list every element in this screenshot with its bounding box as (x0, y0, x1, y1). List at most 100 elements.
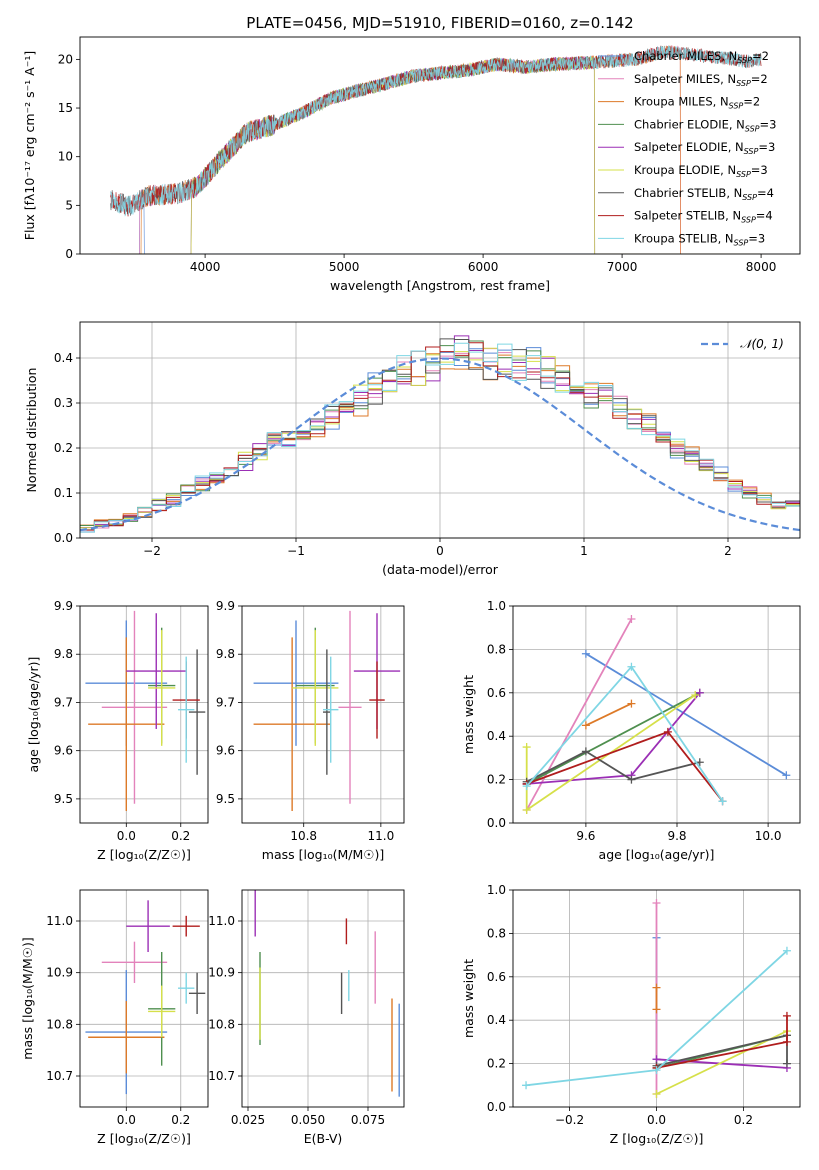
y-axis-label: Normed distribution (24, 368, 39, 493)
spectrum-legend: Chabrier MILES, NSSP=2 Salpeter MILES, NS… (598, 49, 776, 247)
weight-point-marker (522, 805, 531, 814)
weight-point-marker (782, 771, 791, 780)
y-tick-label: 10.7 (46, 1069, 73, 1083)
weight-series-line (656, 1030, 788, 1095)
y-tick-label: 0.3 (54, 396, 73, 410)
x-tick-label: 1 (580, 544, 588, 558)
y-tick-label: 9.6 (54, 744, 73, 758)
x-tick-label: 9.8 (667, 829, 686, 843)
legend-label: Salpeter MILES, NSSP=2 (634, 72, 768, 88)
y-tick-label: 0.2 (487, 773, 506, 787)
x-tick-label: 2 (724, 544, 732, 558)
x-tick-label: 0.0 (117, 1113, 136, 1127)
spectrum-series-line (110, 55, 762, 254)
y-tick-label: 5 (65, 198, 73, 212)
weight-point-marker (691, 690, 700, 699)
weight-lines (522, 899, 791, 1098)
mass-vs-ebv-frame (241, 889, 405, 1108)
weight-point-marker (522, 743, 531, 752)
errorbars (85, 900, 206, 1095)
y-tick-label: 9.7 (216, 695, 235, 709)
spectrum-lines (110, 44, 762, 254)
y-tick-label: 0.2 (487, 1057, 506, 1071)
y-axis-label: Flux [fλ10⁻¹⁷ erg cm⁻² s⁻¹ A⁻¹] (22, 51, 37, 240)
x-tick-label: 0.075 (351, 1113, 385, 1127)
x-tick-label: 11.0 (367, 829, 394, 843)
legend-label: Kroupa MILES, NSSP=2 (634, 95, 760, 111)
y-axis-label: mass [log₁₀(M/M☉)] (20, 937, 35, 1059)
weight-point-marker (663, 727, 672, 736)
x-tick-label: 0.0 (117, 829, 136, 843)
weight-point-marker (695, 688, 704, 697)
y-tick-label: 10.9 (46, 966, 73, 980)
y-axis-label: mass weight (461, 675, 476, 754)
weight-point-marker (782, 1059, 791, 1068)
weight-point-marker (627, 699, 636, 708)
axes-spectrum: 4000 5000 6000 7000 8000 0 5 10 15 20 wavelength [… (22, 51, 776, 293)
weight-point-marker (782, 946, 791, 955)
y-tick-label: 1.0 (487, 883, 506, 897)
legend-label: Salpeter STELIB, NSSP=4 (634, 209, 773, 225)
x-tick-label: 0.2 (171, 829, 190, 843)
x-tick-label: 0.0 (647, 1113, 666, 1127)
mass-vs-Z-frame (79, 889, 209, 1108)
weight-point-marker (581, 721, 590, 730)
legend-label: Chabrier ELODIE, NSSP=3 (634, 117, 776, 133)
x-tick-label: 0.2 (171, 1113, 190, 1127)
axes-age-vs-Z: 0.0 0.2 9.5 9.6 9.7 9.8 9.9 Z [log₁₀(Z/Z☉)] age … (26, 599, 208, 862)
weight-series-line (525, 618, 633, 811)
x-tick-label: 0.2 (734, 1113, 753, 1127)
y-tick-label: 9.5 (54, 792, 73, 806)
y-tick-label: 15 (58, 101, 73, 115)
weight-point-marker (652, 899, 661, 908)
axes-mass-vs-ebv: 0.025 0.050 0.075 10.7 10.8 10.9 11.0 E(B-V) (208, 890, 404, 1146)
x-axis-label: wavelength [Angstrom, rest frame] (330, 278, 550, 293)
figure-title: PLATE=0456, MJD=51910, FIBERID=0160, z=0… (246, 14, 633, 32)
y-tick-label: 0.6 (487, 970, 506, 984)
y-tick-label: 0.2 (54, 441, 73, 455)
x-axis-label: mass [log₁₀(M/M☉)] (262, 847, 384, 862)
residuals-frame (79, 321, 801, 539)
y-tick-label: 0.8 (487, 642, 506, 656)
weight-series-line (526, 692, 701, 785)
y-tick-label: 10.8 (208, 1017, 235, 1031)
x-axis-label: Z [log₁₀(Z/Z☉)] (97, 1131, 191, 1146)
x-tick-label: 0 (436, 544, 444, 558)
weight-point-marker (652, 1066, 661, 1075)
weight-series-line (656, 1034, 788, 1067)
weight-point-marker (581, 747, 590, 756)
x-axis-label: Z [log₁₀(Z/Z☉)] (97, 847, 191, 862)
axes-residuals: −2 −1 0 1 2 0.0 0.1 0.2 0.3 0.4 (data-model)/error… (24, 322, 800, 577)
weight-lines (522, 615, 791, 814)
x-axis-label: Z [log₁₀(Z/Z☉)] (610, 1131, 704, 1146)
weight-point-marker (652, 1089, 661, 1098)
x-tick-label: 6000 (468, 260, 499, 274)
legend-label: Chabrier MILES, NSSP=2 (634, 49, 769, 65)
y-tick-label: 0.4 (487, 729, 506, 743)
y-tick-label: 0.0 (487, 1100, 506, 1114)
y-axis-label: mass weight (461, 959, 476, 1038)
y-tick-label: 9.5 (216, 792, 235, 806)
y-tick-label: 9.8 (216, 647, 235, 661)
axes-weight-vs-Z: −0.2 0.0 0.2 0.0 0.2 0.4 0.6 0.8 1.0 Z [log₁₀(Z/Z… (461, 883, 800, 1146)
y-tick-label: 11.0 (46, 914, 73, 928)
y-tick-label: 0.4 (54, 351, 73, 365)
legend-label: Salpeter ELODIE, NSSP=3 (634, 140, 775, 156)
x-tick-label: 10.8 (290, 829, 317, 843)
weight-point-marker (522, 782, 531, 791)
errorbars (254, 890, 400, 1097)
y-tick-label: 9.9 (216, 599, 235, 613)
y-tick-label: 10.9 (208, 966, 235, 980)
y-tick-label: 0.0 (54, 531, 73, 545)
y-tick-label: 0.4 (487, 1013, 506, 1027)
x-tick-label: −1 (287, 544, 305, 558)
histogram-series (80, 342, 800, 538)
y-tick-label: 9.9 (54, 599, 73, 613)
spectrum-series-line (110, 56, 762, 254)
spectrum-series-line (110, 45, 762, 217)
x-axis-label: (data-model)/error (382, 562, 499, 577)
y-tick-label: 9.7 (54, 695, 73, 709)
x-tick-label: −0.2 (555, 1113, 584, 1127)
y-tick-label: 11.0 (208, 914, 235, 928)
